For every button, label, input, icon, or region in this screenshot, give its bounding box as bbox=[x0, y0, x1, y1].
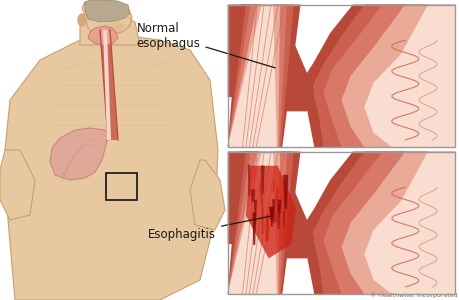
Bar bbox=[106, 172, 137, 200]
Polygon shape bbox=[190, 160, 224, 230]
Polygon shape bbox=[247, 164, 250, 196]
Polygon shape bbox=[227, 152, 300, 294]
Polygon shape bbox=[252, 213, 256, 245]
Polygon shape bbox=[88, 22, 126, 36]
Polygon shape bbox=[227, 152, 286, 294]
Polygon shape bbox=[103, 30, 111, 140]
Text: Normal
esophagus: Normal esophagus bbox=[136, 22, 274, 68]
Polygon shape bbox=[364, 152, 454, 294]
Text: © Healthwise, Incorporated: © Healthwise, Incorporated bbox=[369, 292, 457, 298]
Polygon shape bbox=[80, 15, 140, 45]
Polygon shape bbox=[364, 4, 454, 147]
Polygon shape bbox=[323, 152, 454, 294]
Polygon shape bbox=[100, 30, 118, 140]
Bar bbox=[227, 152, 454, 294]
Polygon shape bbox=[277, 200, 281, 213]
Polygon shape bbox=[300, 152, 454, 294]
Polygon shape bbox=[227, 152, 293, 294]
Text: Esophagitis: Esophagitis bbox=[148, 216, 270, 241]
Polygon shape bbox=[283, 175, 288, 209]
Polygon shape bbox=[0, 150, 35, 220]
Polygon shape bbox=[270, 208, 273, 227]
Polygon shape bbox=[85, 0, 130, 22]
Polygon shape bbox=[260, 166, 264, 195]
Polygon shape bbox=[253, 200, 256, 224]
Polygon shape bbox=[341, 152, 454, 294]
Polygon shape bbox=[311, 152, 454, 294]
Polygon shape bbox=[227, 4, 276, 147]
Polygon shape bbox=[323, 4, 454, 147]
Bar bbox=[227, 4, 454, 147]
Polygon shape bbox=[227, 152, 280, 294]
Polygon shape bbox=[300, 4, 454, 147]
Polygon shape bbox=[276, 205, 280, 229]
Polygon shape bbox=[227, 4, 280, 147]
Ellipse shape bbox=[78, 14, 86, 26]
Polygon shape bbox=[227, 4, 300, 147]
Polygon shape bbox=[250, 190, 255, 202]
Polygon shape bbox=[227, 4, 286, 147]
Polygon shape bbox=[227, 152, 276, 294]
Polygon shape bbox=[282, 211, 284, 227]
Polygon shape bbox=[5, 35, 218, 300]
Polygon shape bbox=[88, 26, 118, 45]
Polygon shape bbox=[341, 4, 454, 147]
Polygon shape bbox=[269, 207, 274, 220]
Polygon shape bbox=[227, 4, 313, 111]
Polygon shape bbox=[227, 152, 454, 294]
Polygon shape bbox=[82, 0, 132, 35]
Polygon shape bbox=[227, 4, 454, 147]
Polygon shape bbox=[271, 199, 275, 223]
Polygon shape bbox=[227, 4, 293, 147]
Polygon shape bbox=[311, 4, 454, 147]
Polygon shape bbox=[246, 166, 296, 258]
Polygon shape bbox=[227, 152, 313, 258]
Polygon shape bbox=[50, 128, 108, 180]
